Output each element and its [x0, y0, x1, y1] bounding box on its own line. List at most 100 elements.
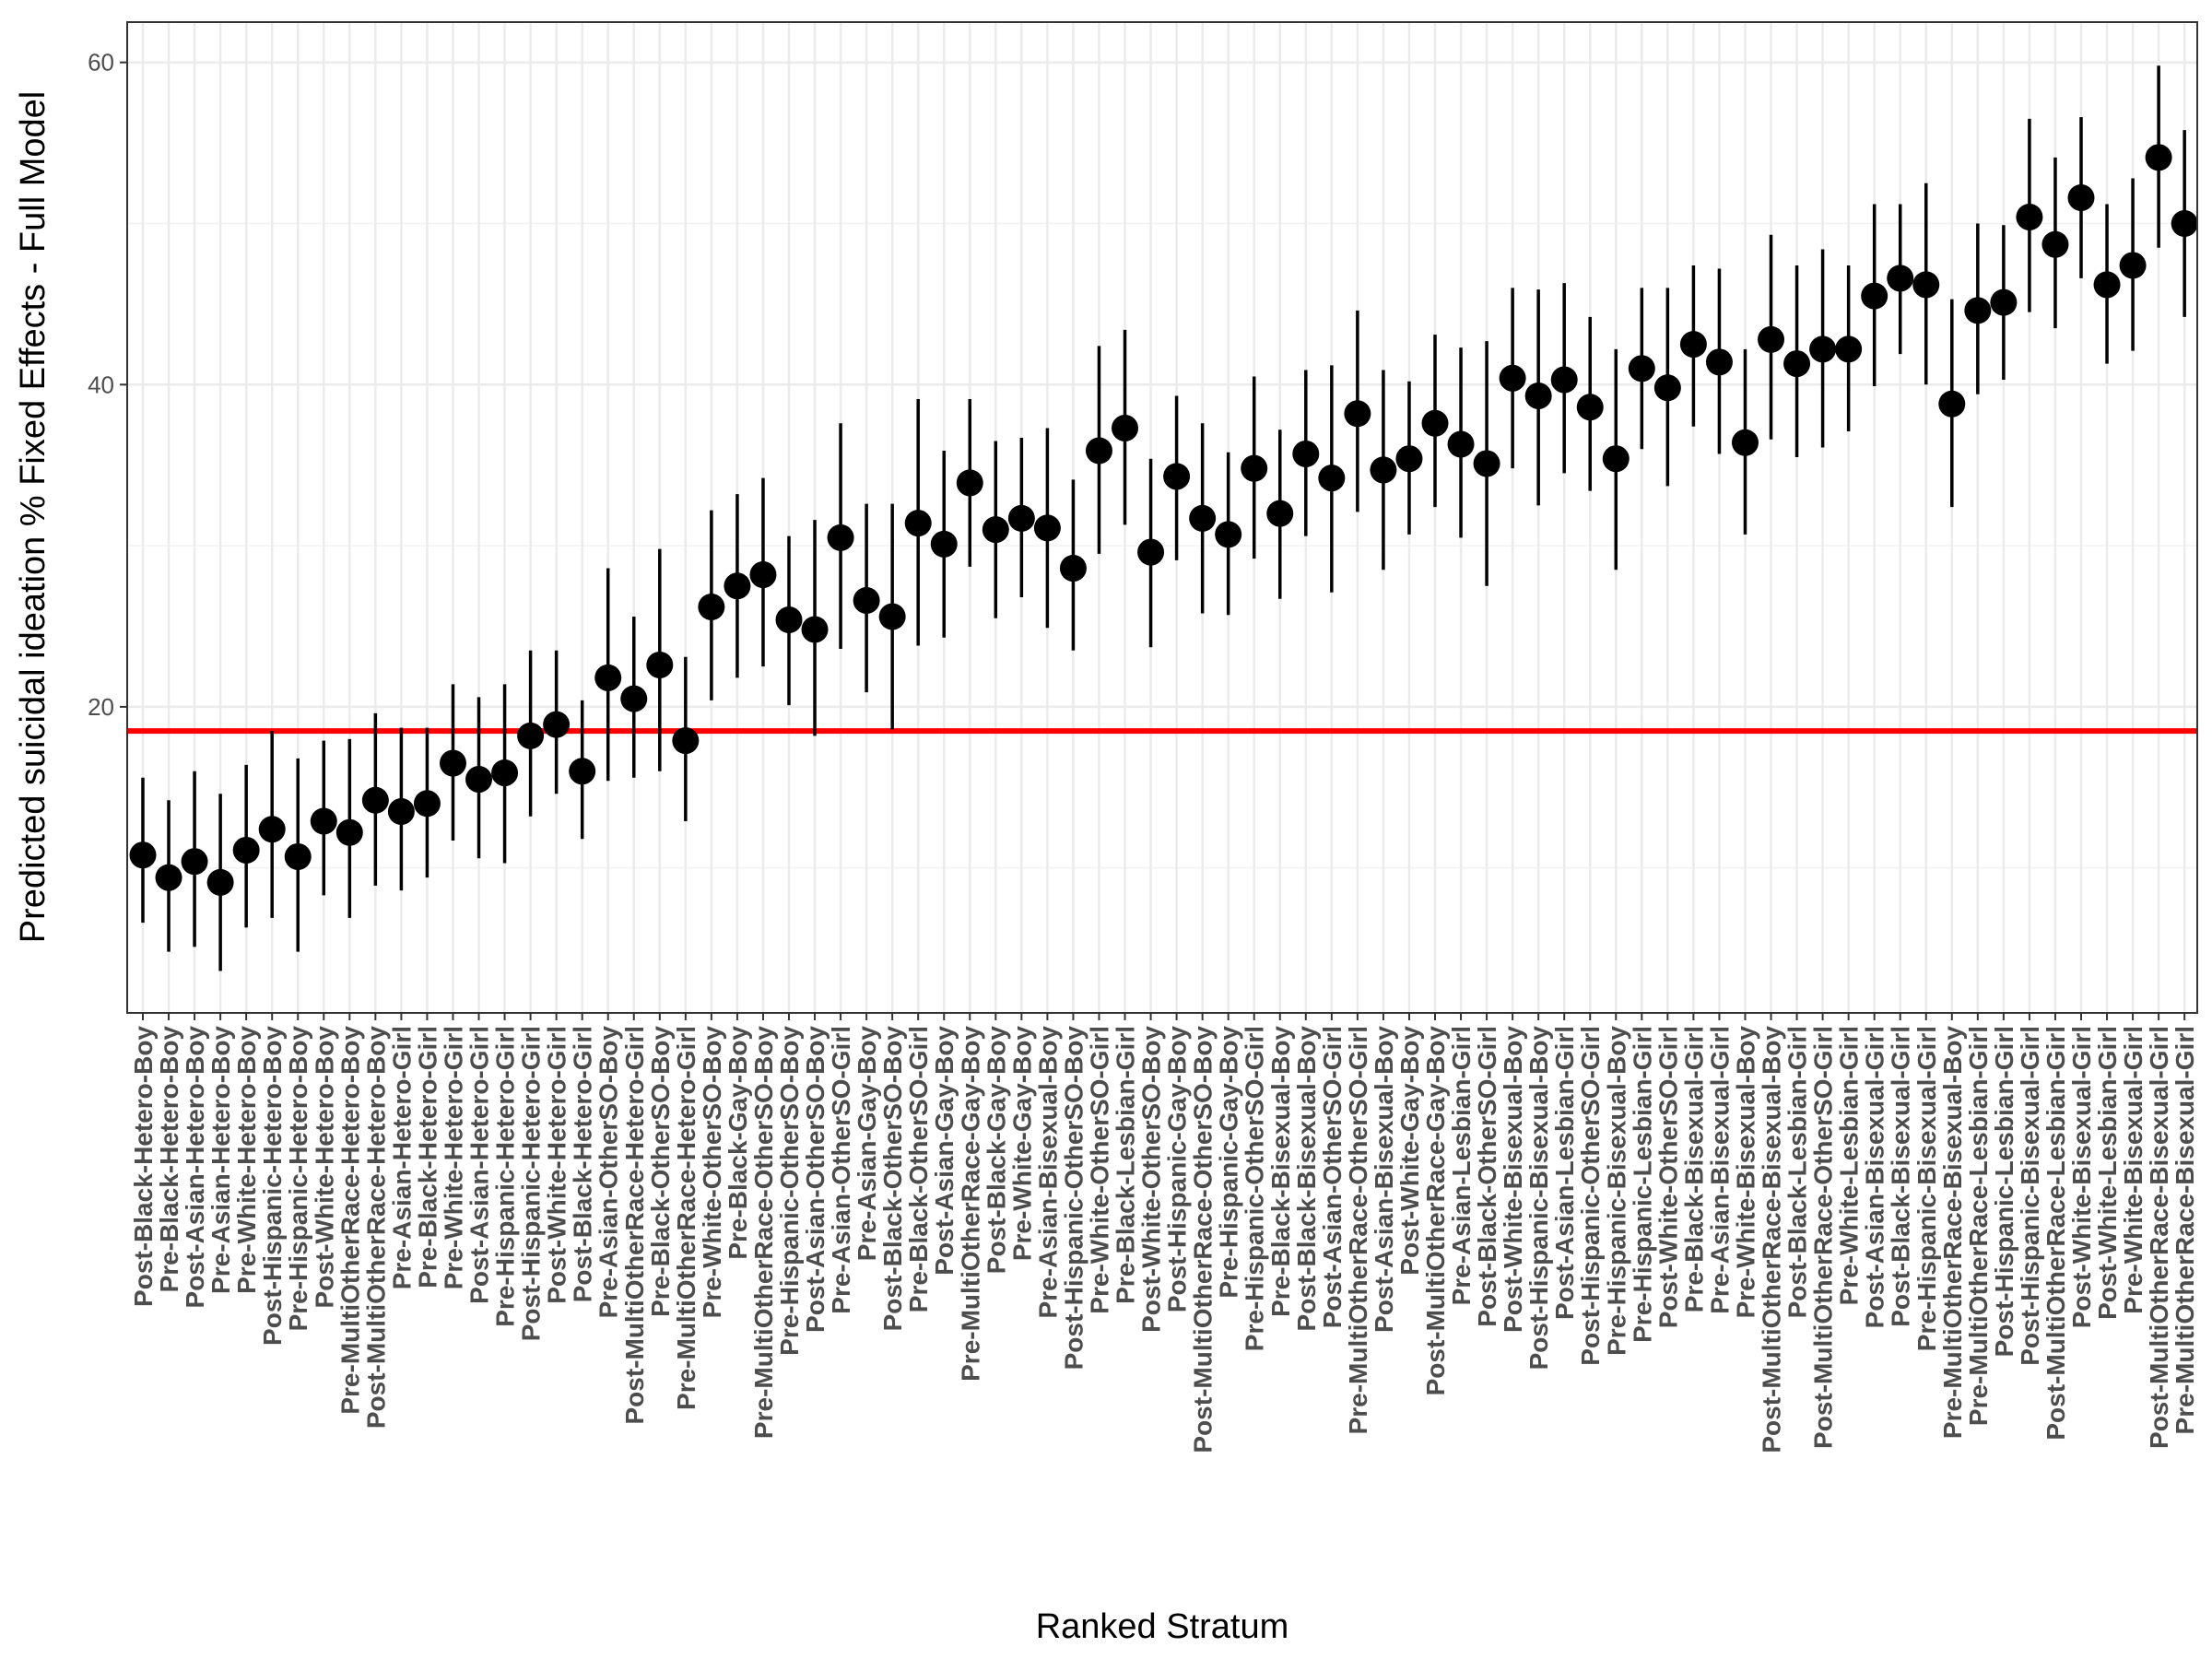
data-point — [517, 722, 545, 749]
x-tick-label: Post-MultiOtherRace-Bisexual-Girl — [2145, 1026, 2173, 1449]
x-tick-label: Pre-Asian-OtherSO-Girl — [827, 1026, 855, 1314]
data-point — [1007, 504, 1035, 532]
data-point — [1653, 374, 1681, 402]
data-point — [853, 587, 880, 615]
data-point — [1861, 282, 1888, 310]
data-point — [982, 516, 1009, 544]
data-point — [335, 818, 363, 846]
data-point — [1576, 394, 1604, 421]
data-point — [2041, 230, 2069, 258]
x-tick-label: Post-White-Lesbian-Girl — [2093, 1026, 2122, 1320]
x-tick-label: Pre-MultiOtherRace-Lesbian-Girl — [1964, 1026, 1993, 1426]
x-tick-label: Post-Asian-OtherSO-Girl — [1318, 1026, 1347, 1328]
x-tick-label: Post-Hispanic-Hetero-Girl — [517, 1026, 546, 1341]
data-point — [801, 616, 829, 643]
data-point — [1163, 463, 1191, 490]
data-point — [1679, 331, 1707, 359]
x-tick-label: Pre-White-Hetero-Girl — [439, 1026, 467, 1289]
x-tick-label: Pre-Asian-Hetero-Girl — [387, 1026, 416, 1289]
data-point — [1112, 414, 1139, 441]
data-point — [1550, 366, 1578, 394]
x-tick-label: Post-MultiOtherRace-OtherSO-Girl — [1809, 1026, 1838, 1449]
data-point — [1835, 335, 1863, 363]
x-tick-label: Post-Asian-Lesbian-Girl — [1550, 1026, 1579, 1320]
data-point — [1990, 288, 2018, 316]
data-point — [1370, 456, 1397, 484]
x-tick-label: Pre-Black-OtherSO-Boy — [646, 1026, 675, 1317]
x-tick-label: Pre-White-Gay-Boy — [1007, 1026, 1036, 1262]
x-tick-label: Post-Black-Hetero-Girl — [569, 1026, 597, 1302]
data-point — [2016, 204, 2043, 231]
x-tick-label: Post-White-OtherSO-Boy — [1137, 1026, 1166, 1333]
x-tick-label: Pre-Black-Lesbian-Girl — [1112, 1026, 1140, 1304]
x-tick-label: Post-Black-Gay-Boy — [982, 1026, 1010, 1275]
x-tick-label: Post-Hispanic-Bisexual-Boy — [1524, 1026, 1553, 1371]
x-tick-label: Post-MultiOtherRace-Lesbian-Girl — [2041, 1026, 2070, 1441]
data-point — [1887, 265, 1914, 292]
x-tick-label: Pre-White-Bisexual-Boy — [1731, 1026, 1759, 1319]
data-point — [1705, 348, 1733, 376]
data-point — [387, 798, 415, 826]
data-point — [646, 651, 674, 678]
x-tick-label: Pre-Asian-Hetero-Boy — [206, 1026, 235, 1294]
x-axis-ticks: Post-Black-Hetero-BoyPre-Black-Hetero-Bo… — [129, 1013, 2199, 1453]
x-tick-label: Post-White-Gay-Boy — [1395, 1026, 1424, 1276]
data-point — [904, 510, 932, 537]
data-point — [2093, 271, 2121, 299]
x-tick-label: Pre-Asian-Gay-Boy — [853, 1026, 881, 1262]
x-tick-label: Pre-MultiOtherRace-Bisexual-Boy — [1938, 1026, 1967, 1440]
x-tick-label: Pre-MultiOtherRace-Gay-Boy — [956, 1026, 984, 1382]
x-tick-label: Pre-Asian-OtherSO-Boy — [594, 1026, 623, 1319]
data-point — [2119, 252, 2147, 279]
data-point — [1809, 335, 1837, 363]
x-tick-label: Pre-Hispanic-Bisexual-Boy — [1602, 1026, 1630, 1356]
x-tick-label: Pre-White-Bisexual-Girl — [2119, 1026, 2147, 1314]
x-tick-label: Post-MultiOtherRace-Bisexual-Boy — [1758, 1026, 1786, 1453]
x-tick-label: Pre-MultiOtherRace-OtherSO-Boy — [749, 1026, 778, 1439]
data-point — [594, 664, 622, 691]
data-point — [698, 594, 725, 621]
data-point — [1395, 445, 1423, 473]
data-point — [1137, 538, 1165, 566]
data-point — [1344, 400, 1371, 428]
data-point — [206, 868, 234, 896]
data-point — [129, 841, 157, 869]
x-tick-label: Post-Asian-Bisexual-Boy — [1370, 1026, 1398, 1333]
x-tick-label: Post-White-Hetero-Girl — [543, 1026, 571, 1304]
data-point — [181, 848, 208, 876]
x-tick-label: Pre-Asian-Bisexual-Boy — [1033, 1026, 1062, 1319]
x-tick-label: Post-MultiOtherRace-Hetero-Boy — [361, 1026, 390, 1430]
data-point — [1033, 514, 1061, 542]
x-tick-label: Pre-Hispanic-OtherSO-Boy — [775, 1026, 804, 1356]
data-point — [749, 561, 777, 589]
data-point — [413, 790, 441, 818]
data-point — [1499, 364, 1526, 392]
x-tick-label: Pre-MultiOtherRace-Bisexual-Girl — [2171, 1026, 2199, 1434]
x-tick-label: Post-MultiOtherRace-Gay-Boy — [1421, 1026, 1450, 1396]
data-point — [1731, 429, 1759, 456]
x-tick-label: Pre-Black-Gay-Boy — [724, 1026, 752, 1260]
data-point — [2067, 184, 2095, 212]
data-point — [1241, 454, 1268, 482]
x-tick-label: Pre-Hispanic-Lesbian-Girl — [1628, 1026, 1656, 1343]
data-point — [2171, 209, 2198, 237]
x-tick-label: Post-Hispanic-OtherSO-Boy — [1059, 1026, 1088, 1371]
y-tick-label: 60 — [88, 49, 114, 76]
data-point — [956, 469, 983, 497]
panel-background — [127, 22, 2197, 1013]
data-point — [827, 524, 854, 551]
x-tick-label: Pre-White-Hetero-Boy — [232, 1026, 261, 1294]
data-point — [232, 836, 260, 864]
x-tick-label: Pre-Hispanic-Hetero-Girl — [491, 1026, 520, 1327]
x-tick-label: Post-Asian-Bisexual-Girl — [1861, 1026, 1889, 1328]
data-point — [1447, 430, 1475, 458]
data-point — [1292, 440, 1320, 467]
x-tick-label: Pre-Hispanic-Bisexual-Girl — [1912, 1026, 1941, 1351]
x-tick-label: Pre-Hispanic-Hetero-Boy — [284, 1026, 312, 1332]
x-tick-label: Post-Asian-Hetero-Girl — [465, 1026, 494, 1304]
x-tick-label: Pre-Hispanic-Gay-Boy — [1215, 1026, 1243, 1299]
data-point — [1085, 437, 1112, 465]
data-point — [439, 749, 466, 777]
data-point — [1059, 555, 1087, 582]
y-axis-title: Predicted suicidal ideation % Fixed Effe… — [14, 91, 53, 943]
